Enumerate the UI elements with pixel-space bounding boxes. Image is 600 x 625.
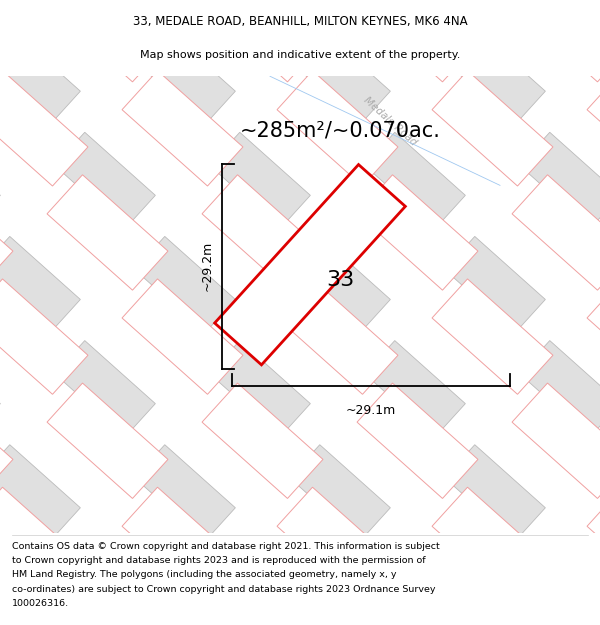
Polygon shape	[587, 488, 600, 602]
Polygon shape	[0, 383, 13, 499]
Polygon shape	[47, 0, 168, 82]
Polygon shape	[47, 383, 168, 499]
Text: 33: 33	[326, 269, 354, 289]
Polygon shape	[357, 0, 478, 82]
Text: ~29.1m: ~29.1m	[346, 404, 396, 416]
Polygon shape	[122, 71, 243, 186]
Polygon shape	[215, 164, 406, 365]
Polygon shape	[0, 175, 13, 290]
Polygon shape	[202, 175, 323, 290]
Polygon shape	[55, 132, 155, 229]
Polygon shape	[587, 279, 600, 394]
Polygon shape	[55, 341, 155, 437]
Text: Map shows position and indicative extent of the property.: Map shows position and indicative extent…	[140, 50, 460, 60]
Polygon shape	[277, 71, 398, 186]
Polygon shape	[512, 175, 600, 290]
Polygon shape	[0, 236, 80, 332]
Polygon shape	[55, 549, 155, 625]
Polygon shape	[520, 341, 600, 437]
Polygon shape	[445, 236, 545, 332]
Polygon shape	[432, 279, 553, 394]
Text: 33, MEDALE ROAD, BEANHILL, MILTON KEYNES, MK6 4NA: 33, MEDALE ROAD, BEANHILL, MILTON KEYNES…	[133, 15, 467, 28]
Polygon shape	[277, 279, 398, 394]
Polygon shape	[432, 488, 553, 602]
Polygon shape	[0, 28, 80, 124]
Text: ~285m²/~0.070ac.: ~285m²/~0.070ac.	[239, 121, 440, 141]
Polygon shape	[122, 488, 243, 602]
Text: ~29.2m: ~29.2m	[201, 241, 214, 291]
Polygon shape	[445, 445, 545, 541]
Polygon shape	[357, 383, 478, 499]
Polygon shape	[0, 279, 88, 394]
Text: 100026316.: 100026316.	[12, 599, 69, 608]
Polygon shape	[445, 28, 545, 124]
Polygon shape	[0, 0, 13, 82]
Polygon shape	[134, 28, 235, 124]
Polygon shape	[365, 132, 466, 229]
Polygon shape	[202, 383, 323, 499]
Text: Contains OS data © Crown copyright and database right 2021. This information is : Contains OS data © Crown copyright and d…	[12, 542, 440, 551]
Polygon shape	[587, 71, 600, 186]
Polygon shape	[357, 175, 478, 290]
Polygon shape	[512, 0, 600, 82]
Polygon shape	[122, 279, 243, 394]
Polygon shape	[0, 445, 80, 541]
Polygon shape	[47, 175, 168, 290]
Polygon shape	[290, 445, 391, 541]
Polygon shape	[277, 488, 398, 602]
Polygon shape	[520, 549, 600, 625]
Polygon shape	[209, 549, 310, 625]
Polygon shape	[0, 488, 88, 602]
Text: HM Land Registry. The polygons (including the associated geometry, namely x, y: HM Land Registry. The polygons (includin…	[12, 571, 397, 579]
Polygon shape	[520, 132, 600, 229]
Polygon shape	[134, 445, 235, 541]
Polygon shape	[209, 132, 310, 229]
Polygon shape	[0, 71, 88, 186]
Polygon shape	[209, 341, 310, 437]
Text: co-ordinates) are subject to Crown copyright and database rights 2023 Ordnance S: co-ordinates) are subject to Crown copyr…	[12, 585, 436, 594]
Polygon shape	[365, 341, 466, 437]
Polygon shape	[134, 236, 235, 332]
Text: Medale Road: Medale Road	[362, 94, 418, 147]
Polygon shape	[512, 383, 600, 499]
Polygon shape	[432, 71, 553, 186]
Polygon shape	[290, 236, 391, 332]
Text: to Crown copyright and database rights 2023 and is reproduced with the permissio: to Crown copyright and database rights 2…	[12, 556, 425, 565]
Polygon shape	[290, 28, 391, 124]
Polygon shape	[202, 0, 323, 82]
Polygon shape	[365, 549, 466, 625]
